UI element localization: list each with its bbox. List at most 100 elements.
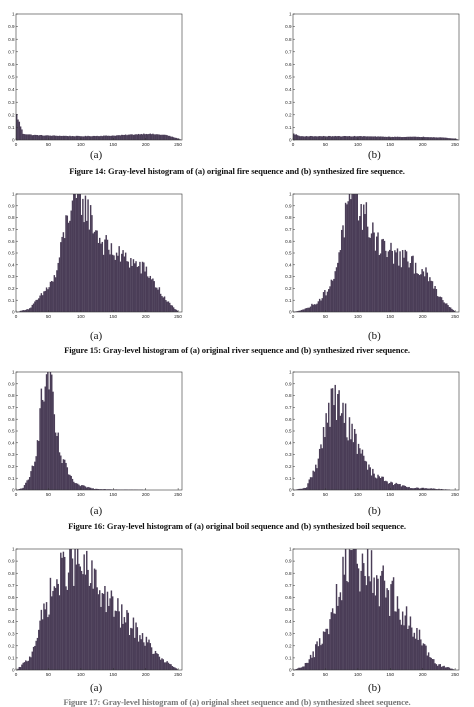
histogram-bar xyxy=(93,589,94,670)
histogram-bar xyxy=(94,232,95,312)
y-tick-label: 0.5 xyxy=(8,75,15,80)
histogram-bar xyxy=(87,136,88,140)
histogram-bars xyxy=(16,114,181,140)
histogram-bar xyxy=(54,135,55,140)
histogram-bar xyxy=(32,305,33,312)
histogram-bar xyxy=(32,135,33,140)
histogram-bar xyxy=(397,248,398,312)
histogram-bar xyxy=(21,665,22,670)
histogram-bar xyxy=(113,255,114,312)
histogram-bar xyxy=(312,471,313,490)
histogram-bar xyxy=(147,276,148,312)
histogram-bar xyxy=(375,136,376,140)
x-tick-label: 250 xyxy=(451,492,459,497)
histogram-bar xyxy=(139,635,140,670)
histogram-bar xyxy=(94,569,95,670)
histogram-bar xyxy=(407,137,408,140)
histogram-bar xyxy=(306,136,307,140)
histogram-bar xyxy=(86,136,87,140)
histogram-bar xyxy=(61,136,62,140)
histogram-bar xyxy=(30,657,31,670)
y-tick-label: 0.8 xyxy=(285,215,292,220)
histogram-bar xyxy=(124,135,125,140)
histogram-bar xyxy=(139,135,140,140)
histogram-bar xyxy=(438,297,439,312)
y-tick-label: 0.7 xyxy=(285,49,292,54)
histogram-bar xyxy=(415,137,416,140)
histogram-bar xyxy=(314,657,315,670)
histogram-bar xyxy=(165,300,166,312)
histogram-bar xyxy=(142,134,143,140)
histogram-bar xyxy=(372,136,373,140)
histogram-bar xyxy=(402,250,403,312)
histogram-bar xyxy=(445,138,446,140)
y-tick-label: 0.5 xyxy=(285,429,292,434)
histogram-bar xyxy=(370,238,371,312)
histogram-bar xyxy=(372,469,373,490)
histogram-bar xyxy=(118,135,119,140)
histogram-bar xyxy=(124,617,125,670)
histogram-bar xyxy=(354,136,355,140)
histogram-bar xyxy=(121,604,122,670)
x-tick-label: 250 xyxy=(174,492,182,497)
histogram-bar xyxy=(384,481,385,490)
histogram-bar xyxy=(144,646,145,670)
histogram-bar xyxy=(20,126,21,140)
y-tick-label: 0.2 xyxy=(8,112,15,117)
histogram-bar xyxy=(442,300,443,312)
histogram-bar xyxy=(333,613,334,670)
histogram-bar xyxy=(424,137,425,140)
histogram-bar xyxy=(47,289,48,312)
histogram-bar xyxy=(399,620,400,670)
histogram-bar xyxy=(139,262,140,312)
histogram-bar xyxy=(329,286,330,312)
x-tick-label: 200 xyxy=(419,672,427,677)
histogram-bar xyxy=(428,652,429,670)
histogram-bar xyxy=(25,310,26,312)
histogram-bar xyxy=(434,286,435,312)
histogram-bar xyxy=(176,138,177,140)
y-tick-label: 0.4 xyxy=(8,87,15,92)
y-tick-label: 0.3 xyxy=(8,100,15,105)
histogram-bar xyxy=(389,616,390,670)
y-tick-label: 0.2 xyxy=(285,286,292,291)
y-tick-label: 0.6 xyxy=(8,417,15,422)
histogram-bar xyxy=(322,644,323,670)
histogram-bar xyxy=(63,552,64,670)
histogram-bar xyxy=(434,663,435,670)
histogram-bar xyxy=(303,488,304,490)
histogram-bar xyxy=(130,134,131,140)
histogram-bar xyxy=(315,136,316,140)
histogram-bar xyxy=(340,592,341,670)
histogram-bar xyxy=(100,607,101,670)
histogram-bar xyxy=(29,308,30,312)
histogram-bar xyxy=(109,598,110,670)
histogram-bar xyxy=(73,586,74,670)
histogram-bar xyxy=(359,448,360,490)
histogram-bar xyxy=(351,136,352,140)
x-tick-label: 0 xyxy=(292,672,295,677)
histogram-bar xyxy=(338,252,339,312)
histogram-bar xyxy=(90,136,91,140)
histogram-bar xyxy=(147,642,148,670)
histogram-bar xyxy=(341,600,342,670)
histogram-bar xyxy=(318,646,319,670)
histogram-bar xyxy=(377,579,378,670)
histogram-bar xyxy=(411,628,412,670)
histogram-bar xyxy=(346,581,347,670)
histogram-bar xyxy=(320,444,321,490)
histogram-bar xyxy=(174,138,175,140)
histogram-bar xyxy=(29,134,30,140)
histogram-bar xyxy=(412,256,413,312)
histogram-bar xyxy=(401,267,402,312)
histogram-bar xyxy=(384,241,385,312)
histogram-bar xyxy=(301,136,302,140)
histogram-bar xyxy=(143,262,144,312)
histogram-bar xyxy=(83,222,84,312)
y-tick-label: 0.2 xyxy=(285,112,292,117)
histogram-bars xyxy=(294,194,455,312)
histogram-bar xyxy=(384,137,385,140)
histogram-bar xyxy=(50,578,51,670)
